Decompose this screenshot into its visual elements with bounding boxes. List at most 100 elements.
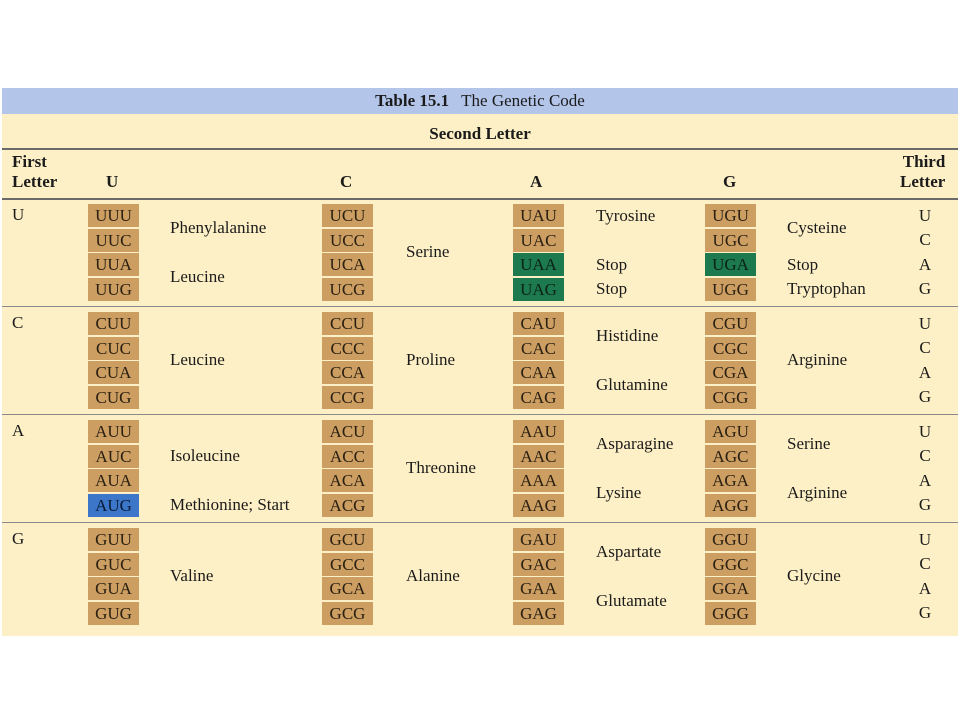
third-letter-g: G <box>918 603 932 622</box>
genetic-code-table: Table 15.1 The Genetic Code Second Letter… <box>2 88 958 636</box>
amino-acid-label: Threonine <box>406 458 476 478</box>
codon-cca: CCA <box>322 361 373 384</box>
codon-gcg: GCG <box>322 601 373 625</box>
first-letter-c: C <box>12 313 24 332</box>
codon-cga: CGA <box>705 361 756 384</box>
codon-cuu: CUU <box>88 312 139 335</box>
codon-cua: CUA <box>88 361 139 384</box>
third-letter-a: A <box>918 254 932 274</box>
amino-acid-label: Glutamine <box>596 374 668 394</box>
column-header-a: A <box>530 172 543 191</box>
table-number: Table 15.1 <box>375 91 450 110</box>
codon-ggu: GGU <box>705 528 756 551</box>
amino-acid-label: Serine <box>406 242 450 262</box>
third-letter-c: C <box>919 230 931 249</box>
codon-ugg: UGG <box>705 277 756 301</box>
codon-agu: AGU <box>705 420 756 443</box>
first-letter-header-line1: First <box>12 152 47 171</box>
codon-auu: AUU <box>88 420 139 443</box>
codon-gaa: GAA <box>513 577 564 600</box>
codon-gcu: GCU <box>322 528 373 551</box>
header-rule <box>2 148 958 150</box>
codon-uca: UCA <box>322 253 373 276</box>
amino-acid-label: Aspartate <box>596 541 662 561</box>
codon-uaa: UAA <box>513 253 564 276</box>
third-letter-g: G <box>918 279 932 298</box>
third-letter-g: G <box>918 387 932 406</box>
codon-cgu: CGU <box>705 312 756 335</box>
row-rule <box>2 414 958 415</box>
amino-acid-label: Glycine <box>787 566 841 586</box>
third-letter-a: A <box>918 470 932 490</box>
third-letter-c: C <box>919 554 931 573</box>
amino-acid-label: Proline <box>406 350 456 370</box>
codon-uua: UUA <box>88 253 139 276</box>
codon-ugu: UGU <box>705 204 756 227</box>
amino-acid-label: Stop <box>596 254 628 274</box>
codon-gcc: GCC <box>322 552 373 576</box>
codon-gag: GAG <box>513 601 564 625</box>
codon-auc: AUC <box>88 444 139 468</box>
third-letter-header-line2: Letter <box>900 172 946 191</box>
codon-agg: AGG <box>705 493 756 517</box>
amino-acid-label: Lysine <box>596 482 642 502</box>
table-title: The Genetic Code <box>461 91 585 110</box>
codon-uag: UAG <box>513 277 564 301</box>
amino-acid-label: Leucine <box>170 266 225 286</box>
codon-uug: UUG <box>88 277 139 301</box>
amino-acid-label: Alanine <box>406 566 460 586</box>
amino-acid-label: Tyrosine <box>596 205 656 225</box>
first-letter-u: U <box>12 205 25 224</box>
third-letter-a: A <box>918 362 932 382</box>
amino-acid-label: Serine <box>787 433 831 453</box>
codon-uau: UAU <box>513 204 564 227</box>
amino-acid-label: Arginine <box>787 350 848 370</box>
codon-cgg: CGG <box>705 385 756 409</box>
third-letter-u: U <box>918 313 932 333</box>
row-rule <box>2 306 958 307</box>
codon-gug: GUG <box>88 601 139 625</box>
codon-cuc: CUC <box>88 336 139 360</box>
table-caption: Table 15.1 The Genetic Code <box>2 88 958 114</box>
second-letter-heading: Second Letter <box>429 124 531 143</box>
codon-cag: CAG <box>513 385 564 409</box>
codon-ugc: UGC <box>705 228 756 252</box>
codon-acu: ACU <box>322 420 373 443</box>
amino-acid-label: Tryptophan <box>787 279 866 298</box>
third-letter-u: U <box>918 529 932 549</box>
codon-cgc: CGC <box>705 336 756 360</box>
codon-ucg: UCG <box>322 277 373 301</box>
codon-ucc: UCC <box>322 228 373 252</box>
codon-gua: GUA <box>88 577 139 600</box>
third-letter-a: A <box>918 578 932 598</box>
codon-gga: GGA <box>705 577 756 600</box>
column-header-g: G <box>723 172 737 191</box>
codon-cug: CUG <box>88 385 139 409</box>
codon-ccc: CCC <box>322 336 373 360</box>
codon-caa: CAA <box>513 361 564 384</box>
third-letter-header: Third Letter <box>900 152 945 192</box>
codon-uga: UGA <box>705 253 756 276</box>
amino-acid-label: Methionine; Start <box>170 495 290 514</box>
first-letter-header-line2: Letter <box>12 172 58 191</box>
amino-acid-label: Glutamate <box>596 590 667 610</box>
codon-uac: UAC <box>513 228 564 252</box>
codon-gac: GAC <box>513 552 564 576</box>
codon-ccu: CCU <box>322 312 373 335</box>
codon-aua: AUA <box>88 469 139 492</box>
amino-acid-label: Isoleucine <box>170 446 240 465</box>
codon-guu: GUU <box>88 528 139 551</box>
codon-aau: AAU <box>513 420 564 443</box>
codon-aca: ACA <box>322 469 373 492</box>
codon-acc: ACC <box>322 444 373 468</box>
amino-acid-label: Valine <box>170 566 214 586</box>
codon-aaa: AAA <box>513 469 564 492</box>
amino-acid-label: Stop <box>787 254 819 274</box>
first-letter-a: A <box>12 421 25 440</box>
third-letter-c: C <box>919 446 931 465</box>
amino-acid-label: Arginine <box>787 482 848 502</box>
codon-uuu: UUU <box>88 204 139 227</box>
amino-acid-label: Histidine <box>596 325 659 345</box>
third-letter-c: C <box>919 338 931 357</box>
third-letter-u: U <box>918 205 932 225</box>
